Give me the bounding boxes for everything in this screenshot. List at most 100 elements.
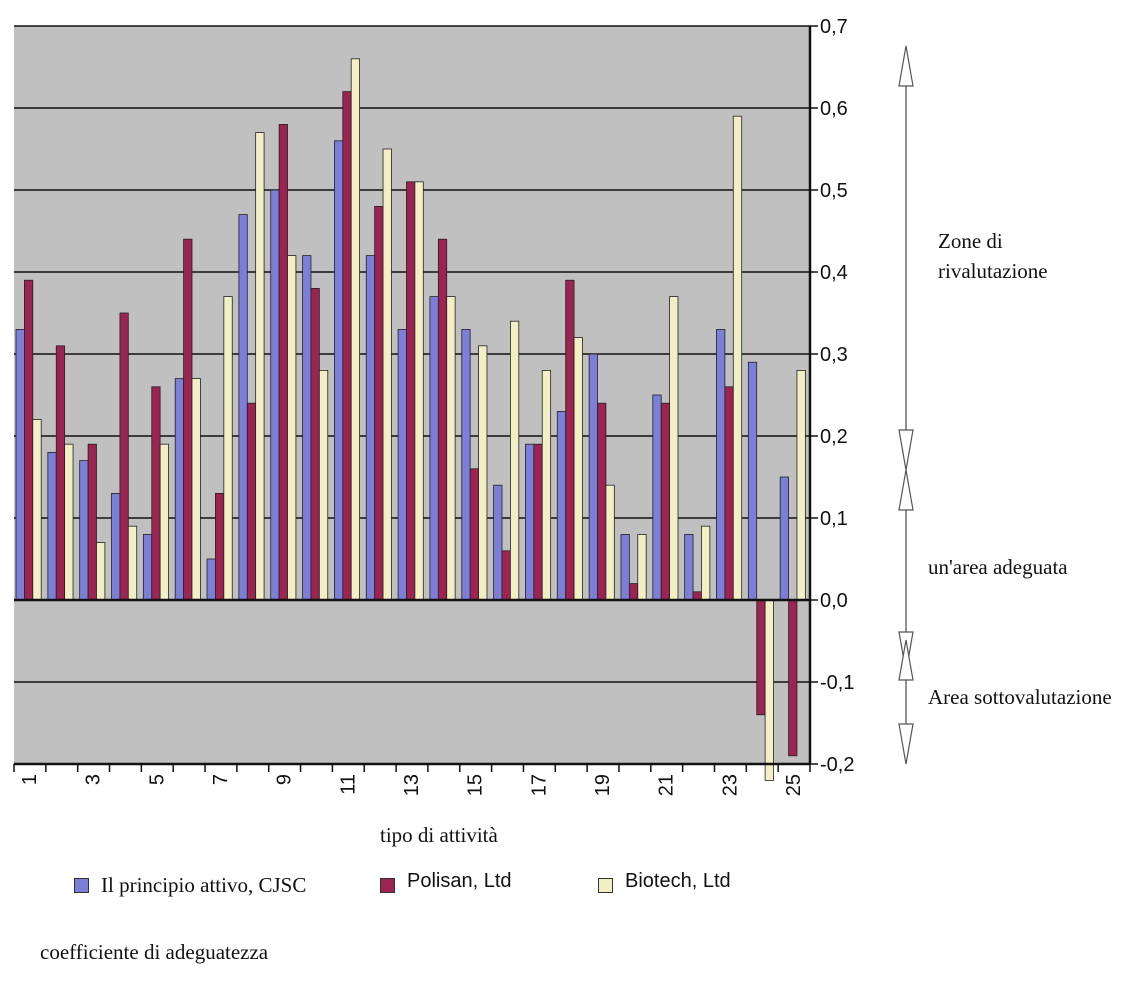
bar (23, 279, 34, 601)
bar (382, 148, 392, 601)
bar (159, 443, 169, 601)
x-tick-label: 25 (783, 774, 805, 796)
x-tick-label: 3 (83, 774, 105, 785)
y-tick-label: 0,2 (820, 426, 848, 448)
bar (684, 534, 694, 601)
x-tick-label: 21 (656, 774, 678, 796)
bar (620, 534, 630, 601)
bar (652, 394, 662, 601)
undervaluation-arrow (898, 639, 914, 765)
bar (756, 599, 766, 716)
adequate-arrow (898, 469, 914, 673)
bar (151, 386, 161, 601)
bar (365, 255, 376, 601)
bar (342, 91, 352, 601)
bar (669, 296, 679, 601)
x-tick-label: 19 (592, 774, 614, 796)
bar (374, 205, 384, 601)
bar (469, 468, 479, 601)
bar (637, 534, 647, 601)
bar (64, 443, 74, 601)
legend-swatch-yellow (598, 878, 613, 893)
zone-undervaluation-label: Area sottovalutazione (928, 685, 1112, 709)
bar (429, 296, 439, 601)
bar (701, 525, 711, 601)
bar (183, 238, 193, 601)
zone-adequate-label: un'area adeguata (928, 555, 1068, 579)
x-axis-label: tipo di attività (380, 823, 498, 847)
bar (796, 369, 806, 601)
x-tick-label: 15 (465, 774, 487, 796)
x-tick-label: 23 (719, 774, 741, 796)
bar (87, 443, 97, 601)
bar (509, 320, 520, 601)
legend-item-polisan: Polisan, Ltd (380, 870, 512, 893)
bar (533, 443, 543, 601)
revaluation-arrow (898, 45, 914, 471)
bar (732, 115, 743, 601)
bar (597, 402, 607, 601)
x-tick-label: 13 (401, 774, 423, 796)
bar (174, 378, 184, 601)
bar (414, 181, 424, 601)
bar (406, 181, 416, 601)
bar (779, 476, 789, 601)
bar (446, 296, 456, 601)
y-tick-label: 0,0 (820, 590, 848, 612)
x-tick-label: 9 (274, 774, 296, 785)
bar (32, 419, 42, 601)
bar (142, 534, 153, 601)
bar (605, 484, 615, 601)
bar (287, 255, 297, 601)
bar (119, 312, 129, 601)
bar (223, 296, 233, 601)
y-axis-label: coefficiente di adeguatezza (40, 940, 269, 964)
legend-label: Il principio attivo, CJSC (101, 873, 307, 897)
bar (350, 58, 361, 601)
bar (716, 328, 726, 601)
y-tick-label: 0,1 (820, 508, 848, 530)
x-axis-ticks: 1 3 5 7 9 11 13 15 17 19 21 23 25 (19, 774, 805, 796)
bar (255, 132, 265, 601)
bar (541, 369, 552, 601)
legend-swatch-red (380, 878, 395, 893)
legend-label: Polisan, Ltd (407, 870, 512, 892)
bar (111, 492, 121, 601)
bar (270, 189, 280, 601)
legend-item-principio-attivo: Il principio attivo, CJSC (74, 870, 334, 900)
bar (397, 328, 407, 601)
x-tick-label: 1 (19, 774, 41, 785)
legend-item-biotech: Biotech, Ltd (598, 870, 731, 893)
bar (628, 583, 639, 601)
bar (588, 353, 598, 601)
bar (493, 484, 503, 601)
bar (788, 599, 798, 757)
bar (302, 255, 312, 601)
y-tick-label: 0,3 (820, 344, 848, 366)
bar (478, 345, 488, 601)
y-tick-label: 0,7 (820, 16, 848, 38)
bar (47, 451, 57, 601)
x-tick-label: 5 (146, 774, 168, 785)
bar (55, 345, 66, 601)
y-tick-label: -0,1 (820, 672, 854, 694)
bar (573, 337, 583, 601)
bar (215, 492, 225, 601)
legend-label: Biotech, Ltd (625, 870, 731, 892)
bar (191, 378, 201, 601)
bar (15, 328, 25, 601)
bar (747, 361, 758, 601)
x-tick-label: 17 (528, 774, 550, 796)
y-tick-label: 0,5 (820, 180, 848, 202)
y-tick-label: -0,2 (820, 754, 854, 776)
bar (556, 410, 567, 601)
x-tick-label: 11 (337, 774, 359, 795)
bar (437, 238, 448, 601)
bar (96, 542, 106, 601)
y-tick-label: 0,6 (820, 98, 848, 120)
legend-swatch-blue (74, 878, 89, 893)
bar (565, 279, 575, 601)
axes (13, 26, 812, 772)
bar (525, 443, 535, 601)
bar (318, 369, 329, 601)
